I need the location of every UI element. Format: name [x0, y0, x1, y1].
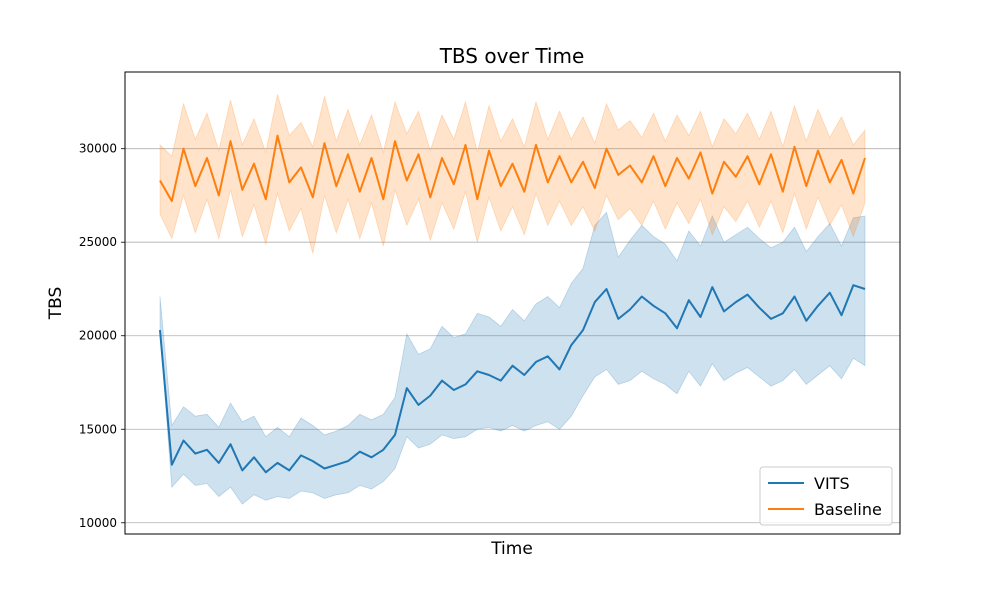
y-tick-label: 25000: [79, 235, 117, 249]
legend: VITS Baseline: [759, 466, 893, 526]
band-layer: [159, 94, 866, 505]
y-tick-label: 20000: [79, 329, 117, 343]
confidence-band-vits: [159, 211, 866, 505]
series-line-vits: [159, 284, 866, 474]
line-layer: [159, 134, 866, 474]
x-axis-label: Time: [490, 539, 533, 559]
y-axis-label: TBS: [46, 287, 66, 321]
y-tick-label: 10000: [79, 516, 117, 530]
confidence-band-baseline: [159, 94, 866, 254]
plot-frame: [124, 71, 901, 535]
legend-label-baseline: Baseline: [814, 500, 882, 519]
series-line-baseline: [159, 134, 866, 203]
legend-box: [759, 466, 893, 526]
y-tick-label: 15000: [79, 422, 117, 436]
chart-title: TBS over Time: [439, 44, 585, 68]
legend-label-vits: VITS: [814, 474, 850, 493]
ytick-layer: 10000 15000 20000 25000 30000: [79, 142, 125, 530]
y-tick-label: 30000: [79, 142, 117, 156]
